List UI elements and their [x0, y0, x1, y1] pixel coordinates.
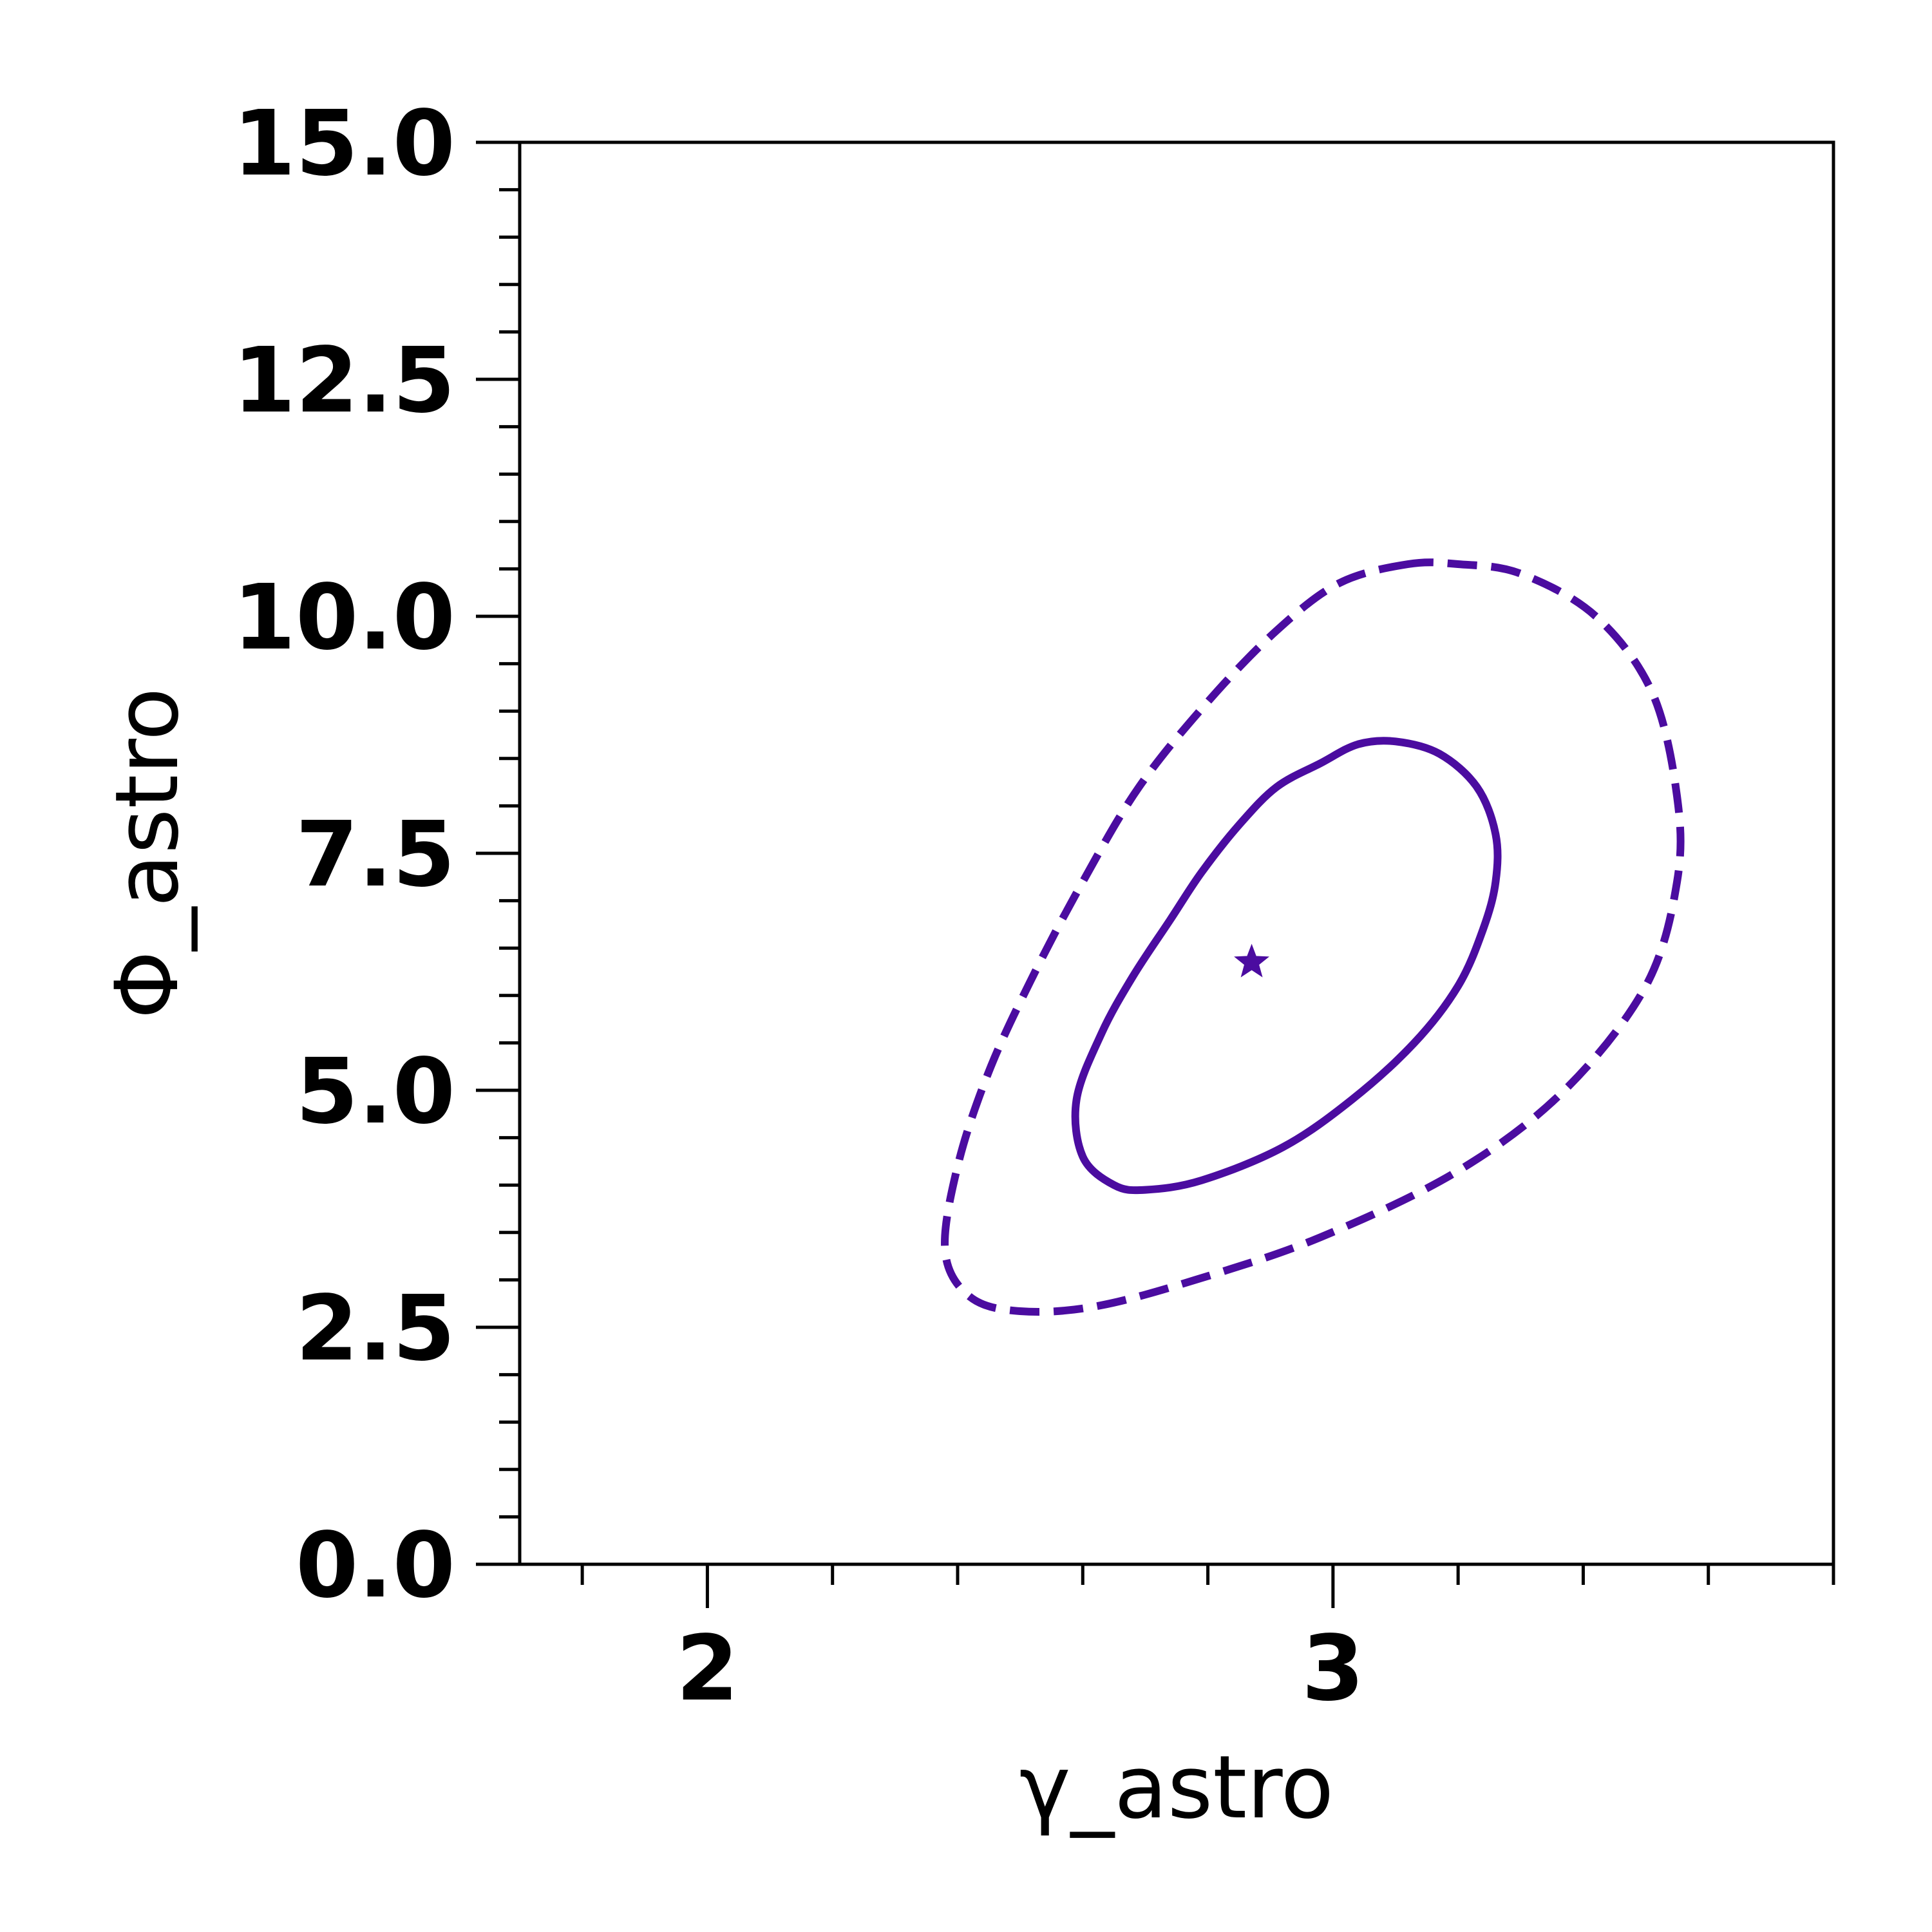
y-tick-label: 2.5 [296, 1276, 455, 1381]
y-tick-label: 0.0 [296, 1513, 455, 1618]
y-tick-label: 10.0 [233, 565, 455, 670]
x-tick-label: 2 [676, 1616, 739, 1721]
y-tick-label: 7.5 [296, 802, 455, 907]
best-fit-star [1234, 943, 1269, 978]
contour-inner-solid [1071, 737, 1502, 1195]
contour-outer-dashed [941, 558, 1685, 1316]
x-axis-label: γ_astro [1019, 1737, 1334, 1838]
y-axis-label: Φ_astro [97, 688, 198, 1019]
y-tick-label: 15.0 [233, 91, 455, 196]
y-tick-label: 5.0 [296, 1039, 455, 1144]
y-axis: 0.0 2.5 5.0 7.5 10.0 12.5 15.0 [233, 91, 520, 1618]
marker-layer [1234, 943, 1269, 978]
x-tick-label: 3 [1302, 1616, 1364, 1721]
contour-layer [941, 558, 1685, 1316]
y-tick-label: 12.5 [233, 328, 455, 433]
